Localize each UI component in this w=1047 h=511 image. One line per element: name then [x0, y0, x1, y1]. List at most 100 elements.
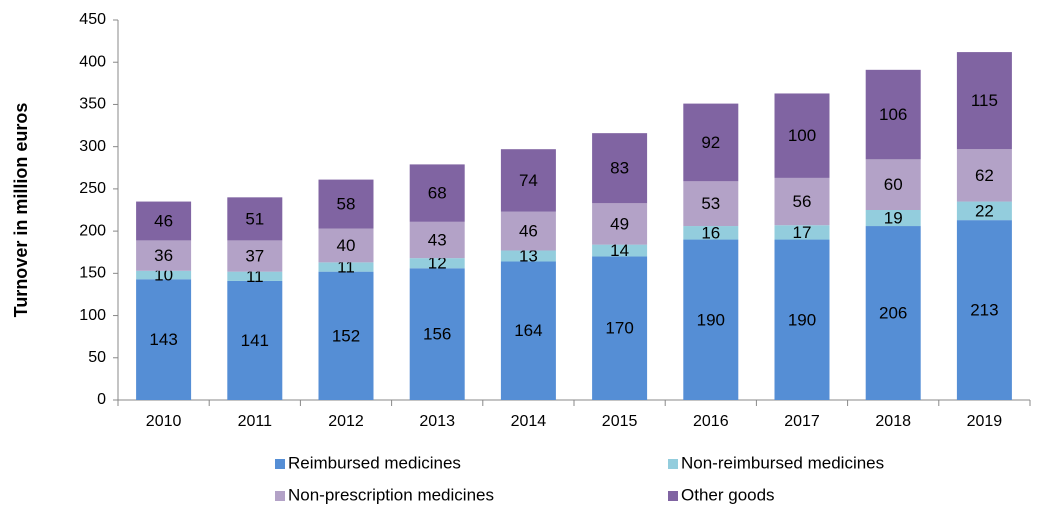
- bar-segment: [865, 210, 921, 227]
- bar-segment: [318, 262, 374, 272]
- bar-segment: [500, 250, 556, 262]
- bar-segment: [956, 149, 1012, 202]
- y-tick-label: 300: [79, 138, 106, 155]
- data-label: 13: [519, 247, 538, 266]
- bar-segment: [227, 197, 283, 241]
- bar-segment: [592, 256, 648, 400]
- data-label: 106: [879, 105, 907, 124]
- y-tick-label: 350: [79, 96, 106, 113]
- bar-segment: [592, 133, 648, 204]
- bar-segment: [136, 240, 192, 271]
- data-label: 19: [884, 209, 903, 228]
- x-tick-label: 2012: [328, 413, 364, 430]
- data-label: 62: [975, 166, 994, 185]
- y-tick-label: 100: [79, 307, 106, 324]
- data-label: 12: [428, 254, 447, 273]
- data-label: 164: [514, 321, 542, 340]
- data-label: 156: [423, 325, 451, 344]
- data-label: 206: [879, 304, 907, 323]
- data-label: 213: [970, 301, 998, 320]
- bar-segment: [774, 225, 830, 240]
- data-label: 60: [884, 175, 903, 194]
- data-label: 53: [701, 194, 720, 213]
- bar-segment: [956, 52, 1012, 150]
- data-label: 37: [245, 247, 264, 266]
- x-tick-label: 2019: [967, 413, 1003, 430]
- legend-swatch: [668, 491, 678, 501]
- bar-segment: [683, 103, 739, 182]
- bar-segment: [683, 181, 739, 227]
- x-tick-label: 2016: [693, 413, 729, 430]
- y-axis-title: Turnover in million euros: [11, 103, 31, 318]
- bar-segment: [774, 177, 830, 226]
- legend-label: Other goods: [681, 485, 775, 504]
- legend-swatch: [275, 459, 285, 469]
- data-label: 22: [975, 201, 994, 220]
- bar-segment: [136, 279, 192, 400]
- bar-segment: [774, 93, 830, 178]
- data-label: 83: [610, 159, 629, 178]
- bar-segment: [500, 149, 556, 212]
- data-label: 56: [793, 192, 812, 211]
- bar-segment: [318, 228, 374, 263]
- data-label: 152: [332, 326, 360, 345]
- data-label: 43: [428, 230, 447, 249]
- data-label: 143: [149, 330, 177, 349]
- data-label: 141: [241, 331, 269, 350]
- data-label: 36: [154, 246, 173, 265]
- x-tick-label: 2015: [602, 413, 638, 430]
- y-tick-label: 250: [79, 180, 106, 197]
- data-label: 51: [245, 209, 264, 228]
- data-label: 190: [697, 310, 725, 329]
- legend-label: Non-prescription medicines: [288, 485, 494, 504]
- x-tick-label: 2010: [146, 413, 182, 430]
- bar-segment: [774, 239, 830, 400]
- data-label: 170: [605, 319, 633, 338]
- data-label: 14: [610, 241, 629, 260]
- x-tick-label: 2018: [875, 413, 911, 430]
- data-label: 46: [154, 211, 173, 230]
- y-tick-label: 450: [79, 11, 106, 28]
- bar-segment: [409, 258, 465, 269]
- bar-segment: [227, 240, 283, 272]
- bar-segment: [592, 203, 648, 245]
- bar-segment: [227, 280, 283, 400]
- data-label: 190: [788, 310, 816, 329]
- data-label: 17: [793, 223, 812, 242]
- bar-segment: [683, 239, 739, 400]
- bar-segment: [136, 201, 192, 241]
- y-tick-label: 200: [79, 222, 106, 239]
- bar-segment: [592, 244, 648, 257]
- data-label: 68: [428, 184, 447, 203]
- data-label: 46: [519, 222, 538, 241]
- bar-segment: [865, 69, 921, 160]
- bar-segment: [409, 164, 465, 222]
- bar-segment: [956, 201, 1012, 221]
- bar-segment: [227, 271, 283, 281]
- x-tick-label: 2011: [238, 413, 273, 430]
- data-label: 58: [337, 195, 356, 214]
- x-tick-label: 2017: [784, 413, 820, 430]
- data-label: 100: [788, 126, 816, 145]
- data-label: 115: [971, 91, 998, 110]
- legend-swatch: [668, 459, 678, 469]
- y-tick-label: 150: [79, 265, 106, 282]
- bar-segment: [500, 211, 556, 251]
- x-tick-label: 2013: [419, 413, 455, 430]
- y-tick-label: 50: [88, 349, 106, 366]
- bar-segment: [865, 159, 921, 210]
- legend-label: Reimbursed medicines: [288, 453, 461, 472]
- bar-segment: [318, 179, 374, 229]
- data-label: 40: [337, 236, 356, 255]
- bar-segment: [318, 271, 374, 400]
- bar-segment: [136, 270, 192, 280]
- bar-segment: [683, 226, 739, 240]
- x-tick-label: 2014: [511, 413, 547, 430]
- legend-label: Non-reimbursed medicines: [681, 453, 884, 472]
- bar-segment: [500, 261, 556, 400]
- bar-segment: [956, 220, 1012, 400]
- bar-segment: [865, 226, 921, 400]
- legend-swatch: [275, 491, 285, 501]
- bar-segment: [409, 221, 465, 259]
